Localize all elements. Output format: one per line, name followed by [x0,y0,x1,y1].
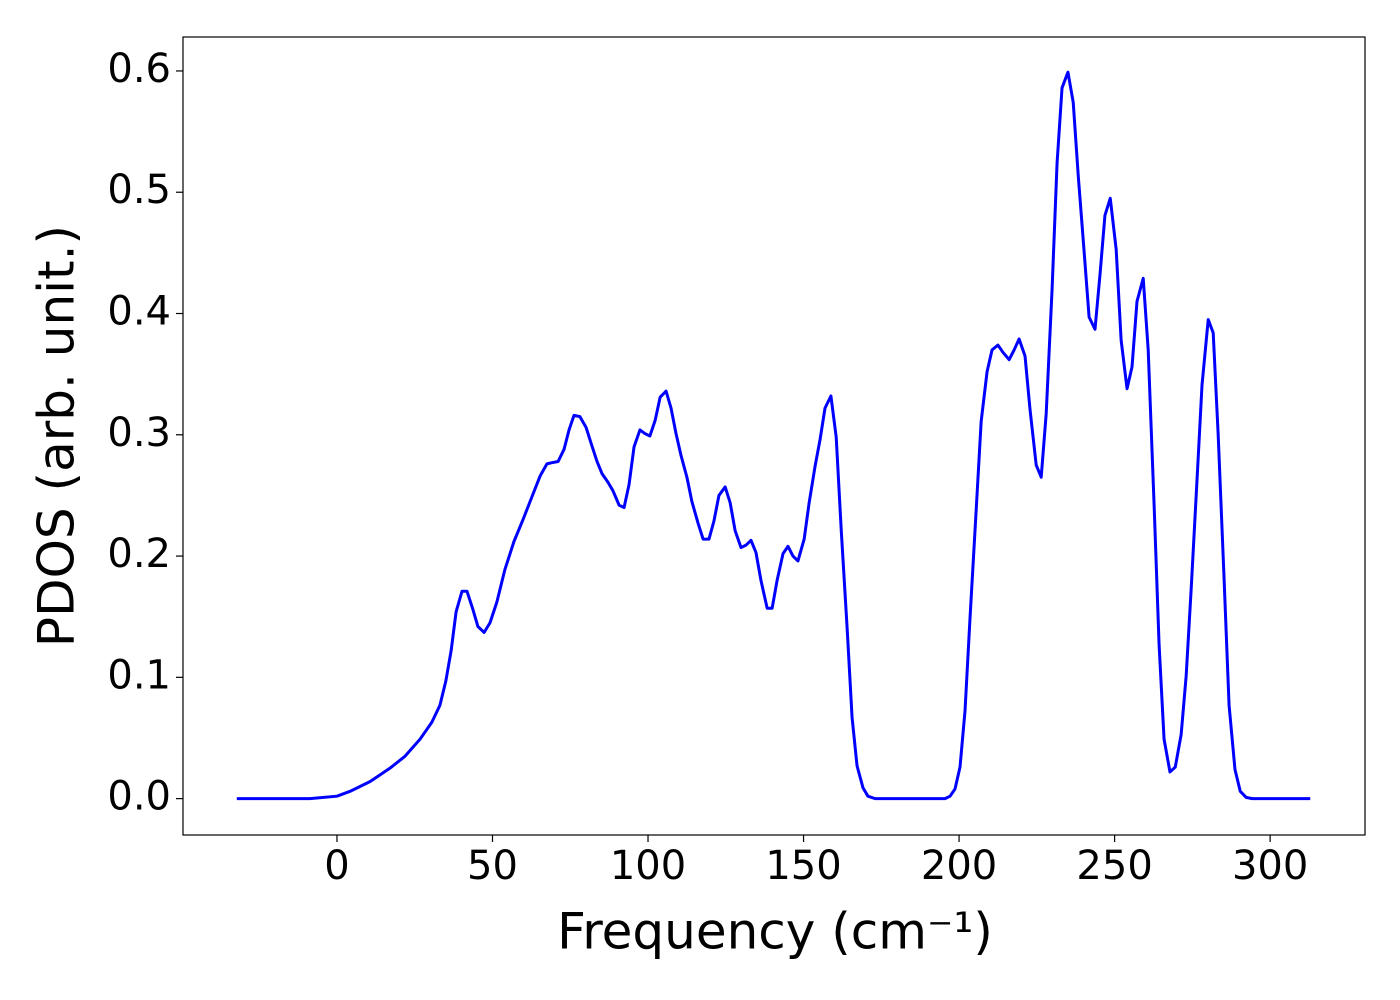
y-tick-label: 0.0 [107,774,171,820]
y-tick-label: 0.6 [107,46,171,92]
x-tick-label: 300 [1232,843,1308,889]
data-line [236,70,1311,801]
y-tick-label: 0.5 [107,167,171,213]
y-axis-label: PDOS (arb. unit.) [28,225,86,647]
x-axis-label: Frequency (cm⁻¹) [557,903,993,961]
x-tick-label: 250 [1076,843,1152,889]
x-tick-label: 100 [610,843,686,889]
x-tick-label: 200 [921,843,997,889]
x-tick-label: 50 [467,843,518,889]
y-tick-label: 0.1 [107,652,171,698]
plot-frame [182,36,1366,836]
y-tick-label: 0.3 [107,410,171,456]
x-tick-label: 0 [324,843,349,889]
y-tick-label: 0.2 [107,531,171,577]
x-tick-label: 150 [765,843,841,889]
y-tick-label: 0.4 [107,289,171,335]
